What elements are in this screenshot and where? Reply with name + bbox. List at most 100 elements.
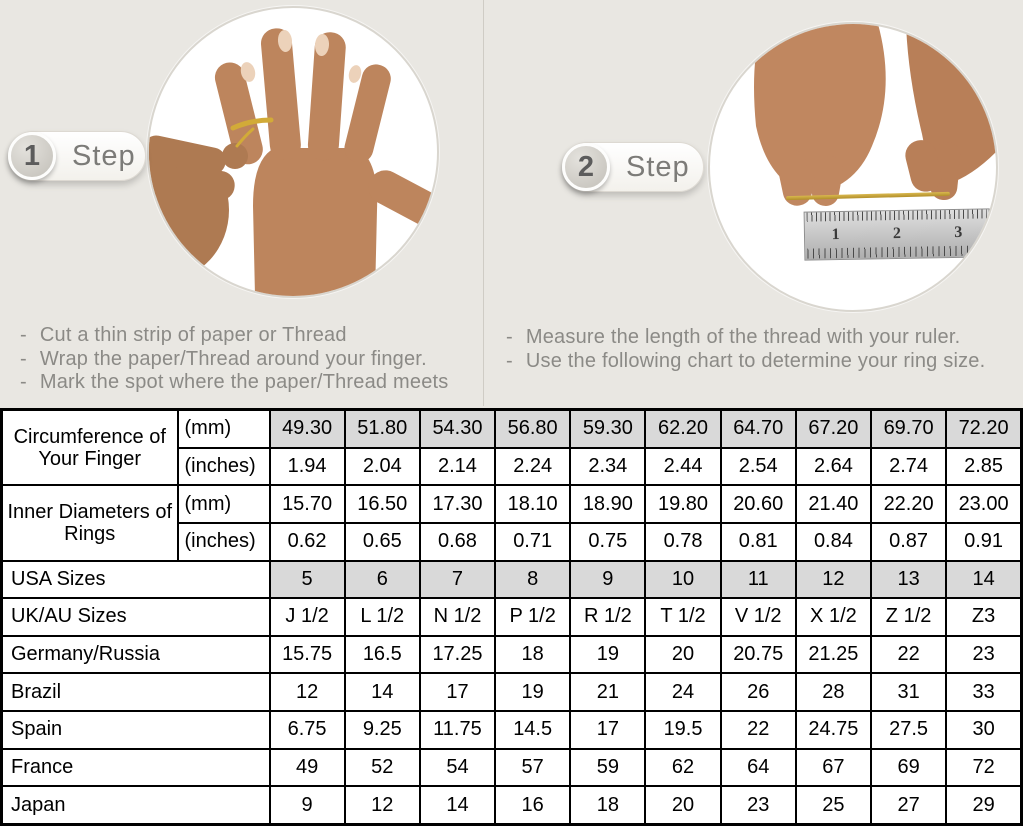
ruler-numbers: 1 2 3 — [805, 223, 989, 244]
instruction-line: - Cut a thin strip of paper or Thread — [20, 324, 448, 348]
table-cell: 23 — [719, 785, 797, 826]
table-cell: 9 — [268, 785, 346, 826]
table-cell: 20 — [644, 785, 722, 826]
table-cell: 14 — [945, 559, 1023, 600]
instruction-text: Measure the length of the thread with yo… — [525, 326, 961, 348]
table-cell: 2.85 — [945, 446, 1023, 487]
table-cell: 59.30 — [569, 408, 647, 449]
table-cell: 72.20 — [945, 408, 1023, 449]
table-cell: 11 — [719, 559, 797, 600]
table-cell: 69 — [869, 747, 948, 788]
instruction-text: Cut a thin strip of paper or Thread — [39, 324, 347, 346]
table-cell: 13 — [869, 559, 948, 600]
table-cell: 5 — [268, 559, 346, 600]
hands-measuring-icon — [754, 24, 996, 206]
row-label: Brazil — [0, 672, 271, 713]
instruction-area: 1 Step - Cut a thin strip of paper or Thr… — [0, 0, 1023, 408]
table-cell: 31 — [869, 672, 948, 713]
table-cell: 18 — [569, 785, 647, 826]
ruler-mm-ticks — [806, 209, 987, 222]
table-row: USA Sizes 5 6 7 8 9 10 11 12 13 14 — [0, 559, 1023, 600]
table-cell: 2.54 — [719, 446, 797, 487]
row-label: Spain — [0, 710, 271, 750]
table-cell: 0.62 — [268, 521, 346, 562]
table-cell: 23 — [945, 634, 1023, 675]
table-cell: 1.94 — [268, 446, 346, 487]
table-cell: 27 — [869, 785, 948, 826]
bullet-dash: - — [506, 326, 513, 348]
table-cell: 21 — [569, 672, 647, 713]
instruction-text: Mark the spot where the paper/Thread mee… — [39, 371, 449, 393]
row-group-label: Circumference of Your Finger — [0, 408, 179, 487]
table-cell: 21.25 — [794, 634, 873, 675]
table-cell: 14.5 — [494, 710, 572, 750]
table-cell: 20 — [644, 634, 722, 675]
table-cell: 59 — [569, 747, 647, 788]
table-cell: 54.30 — [418, 408, 497, 449]
bullet-dash: - — [20, 371, 27, 393]
table-cell: 26 — [719, 672, 797, 713]
step1-label: Step — [72, 139, 136, 172]
table-cell: X 1/2 — [794, 597, 873, 637]
table-row: Japan 9 12 14 16 18 20 23 25 27 29 — [0, 785, 1023, 826]
table-cell: 30 — [945, 710, 1023, 750]
table-cell: V 1/2 — [719, 597, 797, 637]
table-cell: 24.75 — [794, 710, 873, 750]
instruction-text: Wrap the paper/Thread around your finger… — [39, 347, 427, 370]
table-cell: 0.71 — [494, 521, 572, 562]
step1-photo-circle — [147, 6, 439, 298]
table-cell: 52 — [343, 747, 421, 788]
table-cell: 10 — [644, 559, 722, 600]
table-cell: 17.30 — [418, 484, 497, 524]
table-cell: L 1/2 — [343, 597, 421, 637]
table-row: Germany/Russia 15.75 16.5 17.25 18 19 20 20.75 2… — [0, 634, 1023, 675]
table-cell: 64.70 — [719, 408, 797, 449]
table-cell: 19.5 — [644, 710, 722, 750]
table-cell: 0.78 — [644, 521, 722, 562]
row-label: USA Sizes — [0, 559, 271, 600]
table-cell: 25 — [794, 785, 873, 826]
table-cell: 12 — [794, 559, 873, 600]
unit-label: (mm) — [176, 484, 271, 524]
instruction-line: - Use the following chart to determine yo… — [506, 350, 985, 374]
table-cell: 62.20 — [644, 408, 722, 449]
table-cell: 56.80 — [494, 408, 572, 449]
ruler-number-3: 3 — [954, 223, 963, 241]
table-cell: 12 — [268, 672, 346, 713]
table-cell: 27.5 — [869, 710, 948, 750]
table-cell: 15.75 — [268, 634, 346, 675]
table-cell: J 1/2 — [268, 597, 346, 637]
step2-number-circle: 2 — [562, 143, 610, 191]
table-cell: 62 — [644, 747, 722, 788]
table-cell: 12 — [343, 785, 421, 826]
table-cell: 8 — [494, 559, 572, 600]
table-cell: 16.5 — [343, 634, 421, 675]
table-cell: 28 — [794, 672, 873, 713]
table-row: France 49 52 54 57 59 62 64 67 69 72 — [0, 747, 1023, 788]
table-row: Circumference of Your Finger (mm) 49.30 51.… — [0, 408, 1023, 487]
table-cell: 19.80 — [644, 484, 722, 524]
table-cell: 15.70 — [268, 484, 346, 524]
table-cell: 51.80 — [343, 408, 421, 449]
table-cell: 19 — [494, 672, 572, 713]
table-row: UK/AU Sizes J 1/2 L 1/2 N 1/2 P 1/2 R 1/2 T 1/… — [0, 597, 1023, 637]
table-cell: 2.74 — [869, 446, 948, 487]
table-cell: N 1/2 — [418, 597, 497, 637]
instruction-line: - Measure the length of the thread with y… — [506, 326, 985, 350]
table-cell: 0.84 — [794, 521, 873, 562]
table-cell: Z3 — [945, 597, 1023, 637]
table-cell: 54 — [418, 747, 497, 788]
table-row: (inches) 1.94 2.04 2.14 2.24 2.34 2.44 2.54 2.64… — [2, 446, 1023, 487]
table-cell: 2.34 — [569, 446, 647, 487]
bullet-dash: - — [20, 347, 27, 370]
instruction-line: - Mark the spot where the paper/Thread me… — [20, 371, 448, 395]
table-cell: 2.04 — [343, 446, 421, 487]
table-cell: P 1/2 — [494, 597, 572, 637]
table-cell: 33 — [945, 672, 1023, 713]
table-cell: 14 — [343, 672, 421, 713]
unit-label: (mm) — [176, 408, 271, 449]
hand-with-thread-icon — [149, 28, 437, 296]
step2-number: 2 — [577, 150, 595, 183]
table-cell: 64 — [719, 747, 797, 788]
unit-label: (inches) — [176, 446, 271, 487]
